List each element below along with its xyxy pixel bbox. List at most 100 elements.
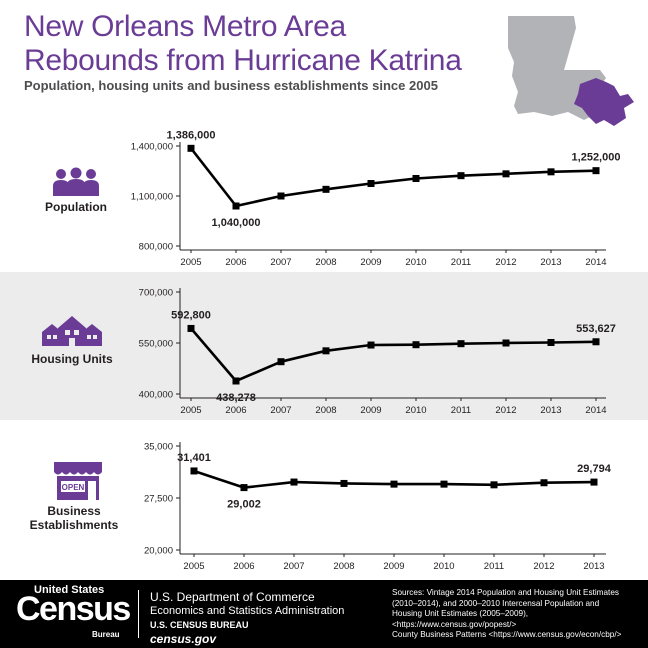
x-tick-label: 2009 [360, 405, 381, 416]
houses-icon [42, 316, 102, 346]
x-tick-label: 2012 [495, 405, 516, 416]
population-chart: 800,000 1,100,000 1,400,000 2005 2006 2007 200… [131, 129, 621, 268]
store-door [88, 481, 96, 500]
sources-link-cbp[interactable]: County Business Patterns <https://www.ce… [392, 630, 622, 639]
awning-scallops [54, 472, 102, 475]
data-point [240, 484, 248, 492]
data-point [322, 185, 330, 193]
house-small-left [42, 324, 62, 346]
data-label: 1,040,000 [212, 217, 261, 229]
page-title: New Orleans Metro Area Rebounds from Hur… [24, 10, 462, 78]
data-point [340, 479, 348, 487]
data-point [547, 168, 555, 176]
data-point [390, 480, 398, 488]
sources-line: Sources: Vintage 2014 Population and Hou… [392, 588, 619, 597]
x-tick-label: 2014 [585, 405, 606, 416]
business-label-line-2: Establishments [29, 518, 119, 532]
x-tick-label: 2013 [540, 405, 561, 416]
dept-line-3: U.S. CENSUS BUREAU [150, 620, 249, 630]
window [65, 330, 70, 335]
person-body [53, 180, 69, 196]
x-tick-label: 2005 [180, 257, 201, 268]
x-tick-label: 2008 [315, 405, 336, 416]
x-tick-label: 2011 [451, 405, 471, 416]
x-tick-label: 2005 [180, 405, 201, 416]
data-point [367, 341, 375, 349]
title-line-2: Rebounds from Hurricane Katrina [24, 44, 462, 77]
data-point [502, 339, 510, 347]
data-point [412, 341, 420, 349]
y-tick-label: 20,000 [144, 546, 173, 557]
data-point [457, 340, 465, 348]
data-label: 592,800 [171, 309, 211, 321]
x-tick-label: 2007 [270, 257, 291, 268]
window [74, 330, 79, 335]
y-tick-label: 27,500 [144, 494, 173, 505]
x-tick-label: 2007 [270, 405, 291, 416]
storefront-icon: OPEN [54, 462, 102, 500]
data-label: 1,386,000 [167, 129, 216, 141]
data-label: 438,278 [216, 392, 256, 404]
sources-line: (2010–2014), and 2000–2010 Intercensal P… [392, 598, 600, 608]
business-label: Business Establishments [24, 504, 124, 532]
data-point [547, 338, 555, 346]
series-line [190, 327, 597, 383]
people-icon [53, 167, 99, 196]
y-tick-label: 400,000 [139, 390, 173, 401]
x-tick-label: 2012 [495, 257, 516, 268]
y-tick-label: 35,000 [144, 442, 173, 453]
x-tick-label: 2011 [451, 257, 471, 268]
x-tick-label: 2010 [433, 561, 454, 572]
census-logo-us: United States [34, 584, 105, 596]
sources-text: Sources: Vintage 2014 Population and Hou… [392, 588, 642, 641]
data-point [592, 167, 600, 175]
dept-line-2: Economics and Statistics Administration [150, 605, 345, 617]
x-tick-label: 2009 [383, 561, 404, 572]
door [69, 338, 75, 346]
x-tick-label: 2012 [533, 561, 554, 572]
person-body [83, 180, 99, 196]
window [93, 335, 97, 339]
data-point [187, 324, 195, 332]
data-point [187, 144, 195, 152]
person-head [70, 167, 82, 179]
x-tick-label: 2013 [540, 257, 561, 268]
person-head [56, 169, 66, 179]
data-point [367, 180, 375, 187]
new-orleans-metro-shape [574, 78, 634, 126]
x-tick-label: 2013 [583, 561, 604, 572]
awning [54, 462, 102, 472]
y-tick-label: 700,000 [139, 288, 173, 299]
business-panel: OPEN Business Establishments 20,000 27,50… [0, 420, 648, 580]
data-point [457, 172, 465, 180]
population-label: Population [45, 200, 107, 214]
census-gov-link[interactable]: census.gov [150, 632, 217, 646]
data-point [440, 480, 448, 488]
window [87, 335, 91, 339]
housing-panel: Housing Units 400,000 550,000 700,000 2005 2… [0, 272, 648, 420]
housing-chart: 400,000 550,000 700,000 2005 2006 2007 2008 200… [139, 288, 616, 417]
x-tick-label: 2011 [484, 561, 504, 572]
open-sign-bg [61, 481, 85, 492]
x-tick-label: 2006 [225, 257, 246, 268]
person-head [86, 169, 96, 179]
census-logo-word: Census [16, 590, 131, 628]
data-label: 29,794 [577, 463, 612, 475]
data-point [592, 338, 600, 346]
data-label: 553,627 [576, 323, 616, 335]
data-point [277, 192, 285, 200]
x-tick-label: 2008 [333, 561, 354, 572]
data-label: 29,002 [227, 499, 261, 511]
sources-link-popest[interactable]: <https://www.census.gov/popest/> [392, 619, 517, 629]
y-tick-label: 800,000 [139, 242, 173, 253]
census-logo-bureau: Bureau [92, 630, 120, 639]
footer: United States Census Bureau U.S. Departm… [0, 580, 648, 648]
person-body [67, 179, 85, 196]
data-point [232, 377, 240, 385]
data-point [412, 175, 420, 182]
footer-divider [138, 590, 139, 638]
data-point [490, 481, 498, 489]
series-line [189, 147, 597, 208]
data-point [277, 358, 285, 366]
page-subtitle: Population, housing units and business e… [24, 78, 438, 93]
